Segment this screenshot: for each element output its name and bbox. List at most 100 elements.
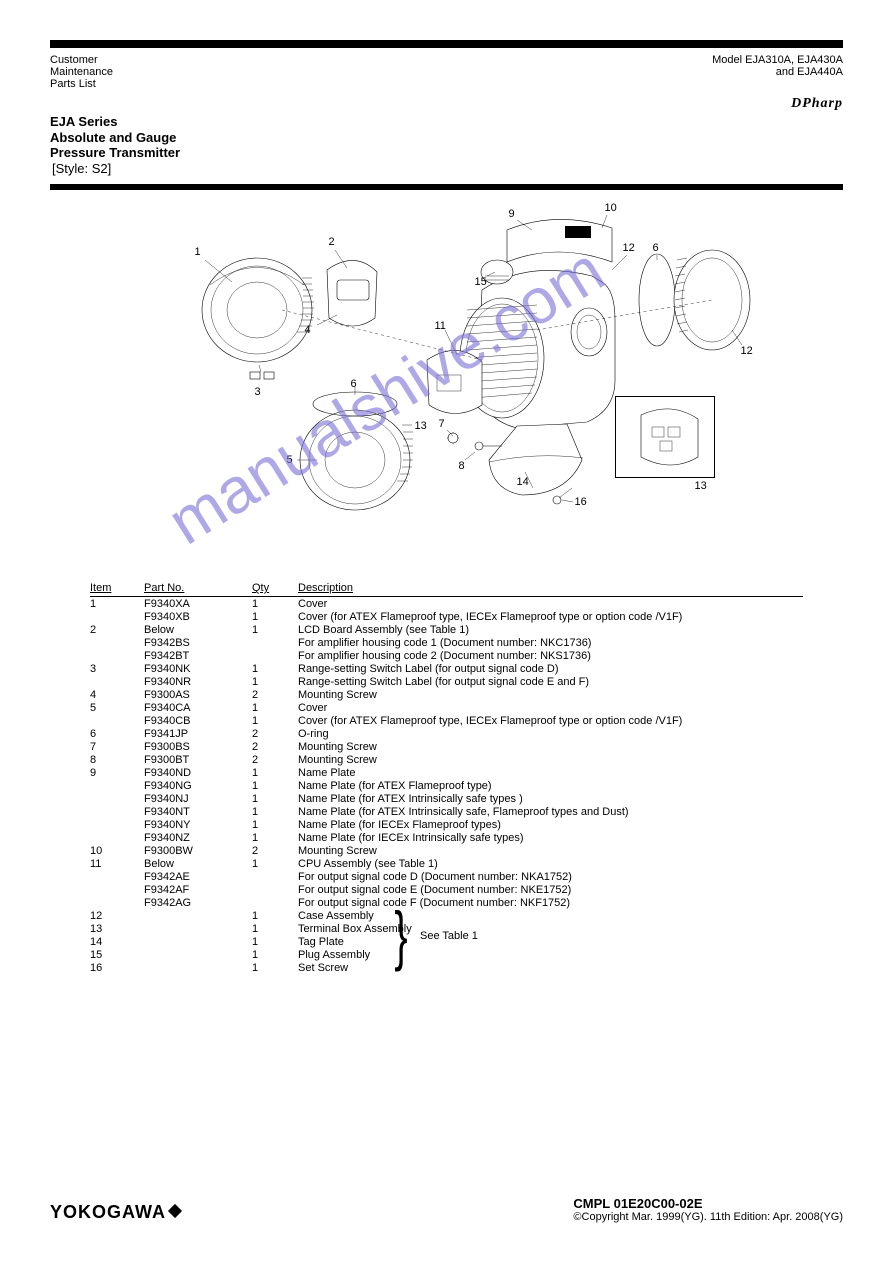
cell-desc: Cover	[298, 702, 803, 714]
sub-rule	[50, 184, 843, 190]
cell-desc: Range-setting Switch Label (for output s…	[298, 676, 803, 688]
cell-qty: 1	[252, 702, 280, 714]
cell-qty	[252, 637, 280, 649]
cell-part: F9342AF	[144, 884, 234, 896]
cell-item: 6	[90, 728, 126, 740]
table-body: 1F9340XA1CoverF9340XB1Cover (for ATEX Fl…	[90, 597, 803, 974]
cell-desc: Mounting Screw	[298, 754, 803, 766]
cell-part: Below	[144, 858, 234, 870]
cell-qty: 1	[252, 715, 280, 727]
cell-part: Below	[144, 624, 234, 636]
table-row: F9342AFFor output signal code E (Documen…	[90, 883, 803, 896]
cell-qty: 1	[252, 936, 280, 948]
cell-item: 8	[90, 754, 126, 766]
header: Customer Maintenance Parts List Model EJ…	[50, 54, 843, 90]
callout-6-right: 6	[653, 242, 659, 254]
brace-group	[90, 976, 803, 1048]
exploded-diagram: 1 2 3 4 5 6 6 7 8 9 10 11 12 12 13 13 14…	[137, 200, 757, 560]
callout-15: 15	[475, 276, 487, 288]
inset-terminal-box	[615, 396, 715, 478]
model-line2: and EJA440A	[712, 66, 843, 78]
doc-number: CMPL 01E20C00-02E	[573, 1196, 843, 1211]
footer: YOKOGAWA CMPL 01E20C00-02E ©Copyright Ma…	[50, 1202, 843, 1223]
cell-desc: Mounting Screw	[298, 845, 803, 857]
cell-desc: Name Plate (for ATEX Flameproof type)	[298, 780, 803, 792]
cell-item: 9	[90, 767, 126, 779]
cell-qty: 1	[252, 767, 280, 779]
cell-desc: Mounting Screw	[298, 689, 803, 701]
cell-item	[90, 715, 126, 727]
curly-brace-icon: }	[394, 902, 407, 968]
cell-qty: 1	[252, 819, 280, 831]
col-desc: Description	[298, 582, 803, 594]
callout-8: 8	[459, 460, 465, 472]
callout-2: 2	[329, 236, 335, 248]
table-row: F9340NJ1Name Plate (for ATEX Intrinsical…	[90, 792, 803, 805]
cell-item: 16	[90, 962, 126, 974]
cell-item: 14	[90, 936, 126, 948]
cell-desc: Name Plate (for ATEX Intrinsically safe …	[298, 793, 803, 805]
table-header: Item Part No. Qty Description	[90, 580, 803, 597]
col-part: Part No.	[144, 582, 234, 594]
table-row: 8F9300BT2Mounting Screw	[90, 753, 803, 766]
table-row: F9340NT1Name Plate (for ATEX Intrinsical…	[90, 805, 803, 818]
table-row: 6F9341JP2O-ring	[90, 727, 803, 740]
table-row: F9342AGFor output signal code F (Documen…	[90, 896, 803, 909]
diamond-icon	[168, 1204, 182, 1218]
cell-desc: Cover	[298, 598, 803, 610]
cell-desc: LCD Board Assembly (see Table 1)	[298, 624, 803, 636]
cell-desc: Name Plate (for IECEx Intrinsically safe…	[298, 832, 803, 844]
cell-qty: 2	[252, 754, 280, 766]
cell-desc: Name Plate (for IECEx Flameproof types)	[298, 819, 803, 831]
cell-item	[90, 780, 126, 792]
yokogawa-logo: YOKOGAWA	[50, 1202, 166, 1222]
cell-desc: Tag Plate	[298, 936, 803, 948]
callout-14: 14	[517, 476, 529, 488]
table-row: 3F9340NK1Range-setting Switch Label (for…	[90, 662, 803, 675]
cell-qty: 1	[252, 624, 280, 636]
callout-5: 5	[287, 454, 293, 466]
table-row: F9340NZ 1 Name Plate (for IECEx Intrinsica…	[90, 831, 803, 844]
cell-part: F9342AG	[144, 897, 234, 909]
cell-desc: CPU Assembly (see Table 1)	[298, 858, 803, 870]
table-row: F9340XB1Cover (for ATEX Flameproof type,…	[90, 610, 803, 623]
cell-desc: Name Plate (for ATEX Intrinsically safe,…	[298, 806, 803, 818]
header-right: Model EJA310A, EJA430A and EJA440A	[712, 54, 843, 78]
cell-qty	[252, 897, 280, 909]
cell-part: F9340CB	[144, 715, 234, 727]
cell-item: 2	[90, 624, 126, 636]
title-block: EJA Series Absolute and Gauge Pressure T…	[50, 114, 843, 176]
cell-qty: 1	[252, 832, 280, 844]
table-row: F9340NG1Name Plate (for ATEX Flameproof …	[90, 779, 803, 792]
table-row: 151Plug Assembly	[90, 948, 803, 961]
callout-16: 16	[575, 496, 587, 508]
cell-qty	[252, 650, 280, 662]
cell-part: F9342BS	[144, 637, 234, 649]
callout-7: 7	[439, 418, 445, 430]
cell-item	[90, 676, 126, 688]
cell-item: 12	[90, 910, 126, 922]
cell-item: 5	[90, 702, 126, 714]
table-row: 5 F9340CA 1 Cover	[90, 701, 803, 714]
table-row: 121Case Assembly	[90, 909, 803, 922]
table-row: F9340CB1Cover (for ATEX Flameproof type,…	[90, 714, 803, 727]
cell-item: 4	[90, 689, 126, 701]
cell-part: F9340XA	[144, 598, 234, 610]
copyright: ©Copyright Mar. 1999(YG). 11th Edition: …	[573, 1211, 843, 1223]
cell-part: F9340NY	[144, 819, 234, 831]
cell-part: F9340NJ	[144, 793, 234, 805]
cell-part: F9340NZ	[144, 832, 234, 844]
cell-item	[90, 793, 126, 805]
table-row: F9342AEFor output signal code D (Documen…	[90, 870, 803, 883]
cell-part: F9300BS	[144, 741, 234, 753]
callout-1: 1	[195, 246, 201, 258]
callout-12: 12	[623, 242, 635, 254]
cell-desc: For output signal code D (Document numbe…	[298, 871, 803, 883]
cell-item: 3	[90, 663, 126, 675]
cell-part: F9340NK	[144, 663, 234, 675]
cell-qty: 1	[252, 858, 280, 870]
cell-desc: Name Plate	[298, 767, 803, 779]
cell-qty: 1	[252, 598, 280, 610]
col-qty: Qty	[252, 582, 280, 594]
cell-part: F9340CA	[144, 702, 234, 714]
